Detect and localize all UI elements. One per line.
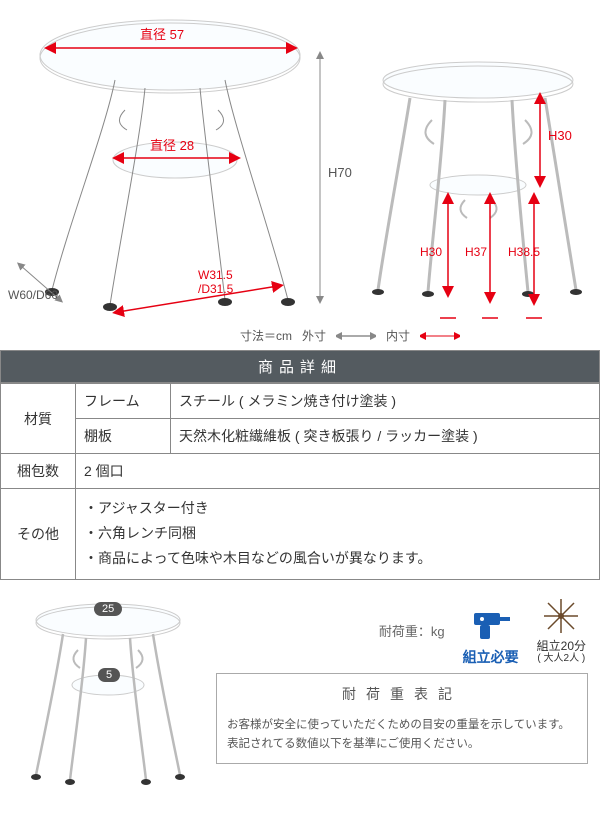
right-column: 耐荷重：kg 組立必要: [216, 590, 592, 790]
assembly-required-text: 組立必要: [463, 649, 519, 666]
cell-package-value: 2 個口: [76, 454, 600, 489]
bottom-area: 25 5 耐荷重：kg 組立必要: [0, 580, 600, 790]
diagram-svg: [0, 0, 600, 350]
label-h30-leg: H30: [420, 245, 442, 259]
label-diameter-shelf: 直径 28: [150, 135, 194, 154]
cell-package-label: 梱包数: [1, 454, 76, 489]
drill-icon: [468, 605, 514, 645]
cell-material-label: 材質: [1, 384, 76, 454]
legend-in-arrow-icon: [420, 331, 460, 341]
label-foot-span: W31.5 /D31.5: [198, 268, 233, 296]
legend-row: 寸法＝cm 外寸 内寸: [240, 327, 460, 344]
label-diameter-top: 直径 57: [140, 24, 184, 43]
legend-in: 内寸: [386, 327, 410, 344]
label-footprint: W60/D60: [8, 288, 58, 302]
legend-out: 外寸: [302, 327, 326, 344]
label-h30-upper: H30: [548, 128, 572, 143]
badge-load-top: 25: [94, 602, 122, 616]
assembly-required-block: 組立必要: [463, 605, 519, 665]
spec-table: 材質 フレーム スチール ( メラミン焼き付け塗装 ) 棚板 天然木化粧繊維板 …: [0, 383, 600, 580]
cell-shelf-value: 天然木化粧繊維板 ( 突き板張り / ラッカー塗装 ): [171, 419, 600, 454]
cell-frame-value: スチール ( メラミン焼き付け塗装 ): [171, 384, 600, 419]
icons-row: 耐荷重：kg 組立必要: [216, 590, 592, 674]
load-box-body: お客様が安全に使っていただくための目安の重量を示しています。表記されてる数値以下…: [227, 716, 577, 753]
assembly-time-block: 組立20分 ( 大人2人 ): [537, 596, 586, 666]
cell-shelf-label: 棚板: [76, 419, 171, 454]
load-capacity-box: 耐荷重表記 お客様が安全に使っていただくための目安の重量を示しています。表記され…: [216, 673, 588, 764]
load-label: 耐荷重：kg: [379, 621, 445, 640]
clock-icon: [540, 596, 582, 636]
badge-load-shelf: 5: [98, 668, 120, 682]
legend-unit: 寸法＝cm: [240, 327, 292, 344]
details-header: 商品詳細: [0, 350, 600, 383]
label-h37: H37: [465, 245, 487, 259]
cell-frame-label: フレーム: [76, 384, 171, 419]
bottom-diagram: 25 5: [8, 590, 208, 790]
assembly-time-line1: 組立20分: [537, 639, 586, 653]
cell-other-value: ・アジャスター付き ・六角レンチ同梱 ・商品によって色味や木目などの風合いが異な…: [76, 489, 600, 580]
legend-out-arrow-icon: [336, 331, 376, 341]
label-h70: H70: [328, 165, 352, 180]
dimension-diagram: 直径 57 直径 28 H70 W60/D60 W31.5 /D31.5 H30…: [0, 0, 600, 350]
assembly-time-line2: ( 大人2人 ): [537, 653, 586, 665]
load-box-title: 耐荷重表記: [227, 684, 577, 710]
cell-other-label: その他: [1, 489, 76, 580]
label-h385: H38.5: [508, 245, 540, 259]
